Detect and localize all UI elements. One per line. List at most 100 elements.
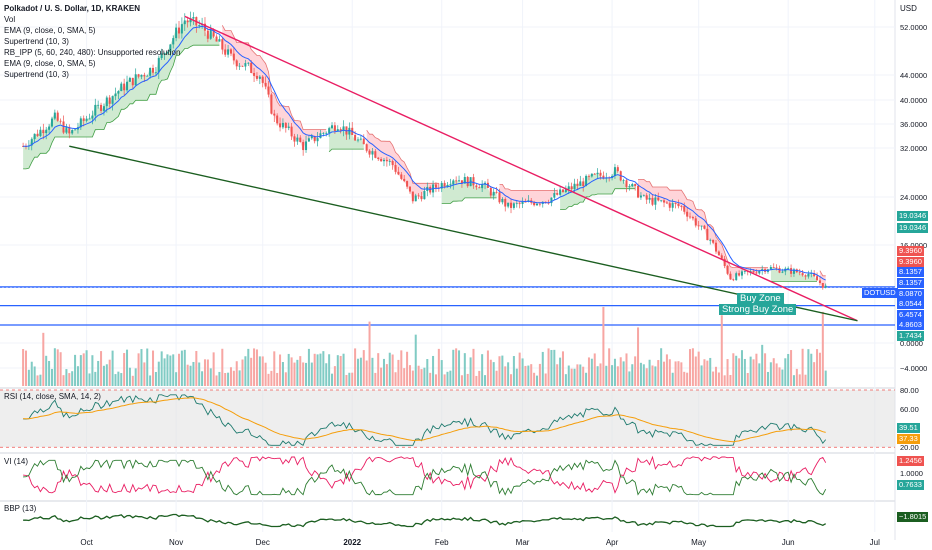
volume-bar bbox=[778, 367, 781, 386]
volume-bar bbox=[452, 349, 455, 386]
candle-body bbox=[166, 51, 169, 54]
legend-line: Vol bbox=[4, 15, 16, 24]
candle-body bbox=[299, 137, 302, 142]
candle-body bbox=[296, 137, 299, 142]
candle-body bbox=[732, 279, 735, 281]
bbp-line bbox=[23, 513, 827, 528]
candle-body bbox=[460, 180, 463, 184]
candle-body bbox=[247, 62, 250, 64]
candle-body bbox=[411, 191, 414, 202]
candle-body bbox=[434, 184, 437, 188]
volume-bar bbox=[408, 365, 411, 386]
volume-bar bbox=[434, 374, 437, 386]
candle-body bbox=[778, 268, 781, 273]
candle-body bbox=[599, 172, 602, 176]
volume-bar bbox=[596, 366, 599, 386]
volume-bar bbox=[611, 365, 614, 386]
candle-body bbox=[169, 44, 172, 52]
candle-body bbox=[267, 86, 270, 95]
volume-bar bbox=[622, 361, 625, 386]
candle-body bbox=[394, 165, 397, 172]
volume-bar bbox=[111, 350, 114, 386]
candle-body bbox=[420, 196, 423, 200]
candle-body bbox=[478, 187, 481, 189]
volume-bar bbox=[795, 368, 798, 386]
volume-bar bbox=[743, 358, 746, 386]
volume-bar bbox=[801, 348, 804, 386]
candle-body bbox=[637, 185, 640, 198]
volume-bar bbox=[100, 351, 103, 386]
candle-body bbox=[380, 159, 383, 162]
volume-bar bbox=[362, 350, 365, 386]
candle-body bbox=[224, 49, 227, 55]
volume-bar bbox=[382, 358, 385, 386]
volume-bar bbox=[172, 354, 175, 386]
candle-body bbox=[276, 115, 279, 124]
volume-bar bbox=[816, 349, 819, 386]
volume-bar bbox=[351, 372, 354, 386]
volume-bar bbox=[720, 315, 723, 386]
candle-body bbox=[821, 282, 824, 288]
candle-body bbox=[408, 186, 411, 192]
volume-bar bbox=[582, 366, 585, 386]
candle-body bbox=[596, 172, 599, 175]
volume-bar bbox=[279, 354, 282, 386]
rsi-ma-line bbox=[23, 397, 826, 443]
legend-line: RB_IPP (5, 60, 240, 480): Unsupported re… bbox=[4, 48, 181, 57]
candle-body bbox=[382, 159, 385, 162]
volume-bar bbox=[134, 368, 137, 386]
volume-bar bbox=[224, 372, 227, 386]
candle-body bbox=[706, 228, 709, 241]
candle-body bbox=[714, 242, 718, 252]
candle-body bbox=[94, 104, 97, 116]
volume-bar bbox=[284, 372, 287, 386]
candle-body bbox=[30, 139, 33, 146]
volume-bar bbox=[697, 351, 700, 386]
candle-body bbox=[475, 185, 478, 188]
rsi-value-tag: 39.51 bbox=[897, 423, 920, 433]
volume-bar bbox=[429, 372, 432, 386]
volume-bar bbox=[250, 357, 253, 386]
volume-bar bbox=[195, 350, 198, 386]
volume-bar bbox=[625, 353, 628, 386]
volume-bar bbox=[564, 374, 567, 386]
volume-bar bbox=[507, 362, 510, 386]
volume-bar bbox=[691, 348, 694, 386]
candle-body bbox=[582, 181, 585, 187]
volume-bar bbox=[305, 362, 308, 386]
volume-bar bbox=[804, 374, 807, 386]
currency-label: USD bbox=[900, 4, 917, 13]
candle-body bbox=[163, 53, 166, 54]
candle-body bbox=[642, 195, 645, 197]
volume-bar bbox=[455, 348, 458, 386]
volume-bar bbox=[642, 364, 645, 386]
price-tag: 8.1357 bbox=[897, 278, 924, 288]
volume-bar bbox=[403, 368, 406, 386]
y-tick-label: 32.0000 bbox=[900, 144, 927, 153]
candle-body bbox=[270, 94, 273, 114]
volume-bar bbox=[299, 356, 302, 386]
candle-body bbox=[250, 62, 253, 73]
volume-bar bbox=[475, 375, 478, 386]
supertrend-up-area bbox=[441, 177, 497, 204]
volume-bar bbox=[432, 355, 435, 386]
candle-body bbox=[824, 285, 827, 288]
candle-body bbox=[45, 129, 48, 134]
volume-bar bbox=[761, 344, 764, 386]
vi-pane-label: VI (14) bbox=[4, 457, 29, 466]
candle-body bbox=[354, 135, 357, 141]
candle-body bbox=[293, 136, 296, 142]
volume-bar bbox=[680, 362, 683, 386]
volume-bar bbox=[293, 362, 296, 386]
volume-bar bbox=[524, 365, 527, 386]
volume-bar bbox=[146, 348, 149, 386]
volume-bar bbox=[740, 350, 743, 386]
volume-bar bbox=[587, 357, 590, 386]
volume-bar bbox=[492, 362, 495, 386]
volume-bar bbox=[541, 351, 544, 386]
volume-bar bbox=[50, 368, 53, 386]
candle-body bbox=[189, 18, 192, 23]
volume-bar bbox=[336, 355, 339, 386]
candle-body bbox=[374, 151, 377, 158]
candle-body bbox=[481, 184, 484, 189]
